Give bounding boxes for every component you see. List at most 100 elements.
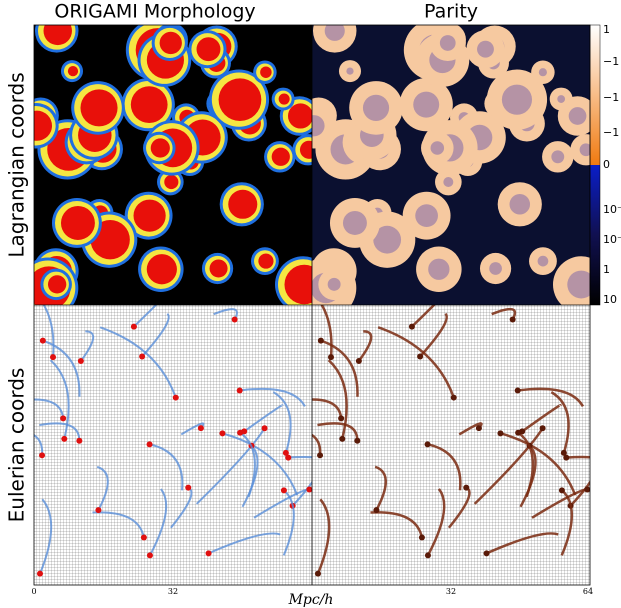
filament [34, 398, 65, 419]
halo [39, 337, 46, 344]
colorbar-label: 10⁻ [603, 203, 621, 216]
blob [271, 147, 290, 166]
blob [278, 93, 290, 105]
blob [80, 89, 118, 127]
blob [324, 25, 345, 41]
filament [411, 305, 436, 328]
filament [374, 465, 388, 511]
halo [497, 430, 504, 437]
blob [443, 177, 454, 188]
halo [185, 484, 192, 491]
blob [284, 264, 312, 305]
filament [427, 443, 462, 491]
blob [130, 86, 168, 124]
filament [320, 305, 333, 358]
halo [328, 354, 335, 361]
filament [195, 427, 266, 505]
blob [146, 254, 177, 285]
parity-eulerian [312, 305, 590, 585]
panel-title: ORIGAMI Morphology [54, 1, 255, 23]
filament [222, 432, 299, 496]
blob [260, 66, 272, 78]
halo [280, 487, 287, 494]
blob [413, 91, 440, 118]
blob [209, 259, 228, 278]
blob [537, 255, 549, 267]
filament [312, 398, 343, 419]
halo [146, 441, 153, 448]
filament [357, 330, 373, 362]
halo [95, 507, 102, 514]
blob [327, 277, 341, 291]
halo [76, 437, 83, 444]
blob [196, 37, 221, 62]
halo [563, 454, 570, 461]
blob [551, 150, 565, 164]
blob [501, 84, 533, 115]
blob [312, 115, 325, 137]
blob [150, 138, 170, 158]
blob [34, 110, 53, 141]
filament [241, 444, 259, 508]
halo [39, 452, 46, 459]
filament [208, 532, 281, 555]
filament [566, 455, 590, 459]
filament [141, 312, 170, 358]
colorbar-label: 10 [603, 293, 617, 306]
halo [514, 387, 521, 394]
filament [133, 305, 158, 328]
blob [346, 67, 354, 75]
filament [42, 305, 55, 358]
colorbar-label: 1 [603, 263, 610, 276]
filament [377, 326, 455, 398]
blob [489, 262, 502, 275]
filament [39, 422, 81, 441]
halo [417, 353, 424, 360]
colorbar-label: 1 [603, 23, 610, 36]
halo [558, 487, 565, 494]
halo [338, 415, 345, 422]
filament [519, 444, 537, 508]
halo [50, 354, 57, 361]
filament [550, 391, 570, 454]
blob [60, 206, 95, 240]
blob [557, 95, 566, 103]
halo [424, 552, 431, 559]
filament [96, 465, 109, 511]
halo [236, 387, 243, 394]
x-tick-label: 32 [446, 587, 456, 596]
halo [373, 507, 380, 514]
filament [569, 480, 590, 507]
filament [92, 511, 145, 538]
blob [373, 225, 402, 254]
halo [60, 415, 67, 422]
halo [515, 429, 522, 436]
filament [327, 359, 348, 440]
filament [473, 427, 544, 505]
halo [37, 570, 44, 577]
halo [315, 570, 322, 577]
filament [316, 498, 331, 575]
blob [342, 211, 367, 235]
blob [509, 194, 531, 215]
halo [146, 552, 153, 559]
blob [430, 141, 445, 155]
blob [428, 258, 450, 280]
halo [483, 550, 490, 557]
blob [477, 40, 494, 58]
halo [450, 394, 457, 401]
filament [239, 431, 256, 498]
colorbar-label: −1 [603, 91, 619, 104]
halo [61, 435, 68, 442]
blob [568, 107, 587, 125]
halo [354, 437, 361, 444]
colorbar-label: 0 [603, 158, 610, 171]
colorbar-label: 10⁻ [603, 233, 621, 246]
filament [288, 456, 312, 459]
blob [567, 270, 590, 299]
halo [509, 316, 516, 323]
x-tick-label: 64 [583, 587, 593, 596]
halo [172, 394, 179, 401]
halo [408, 323, 415, 330]
halo [285, 454, 292, 461]
